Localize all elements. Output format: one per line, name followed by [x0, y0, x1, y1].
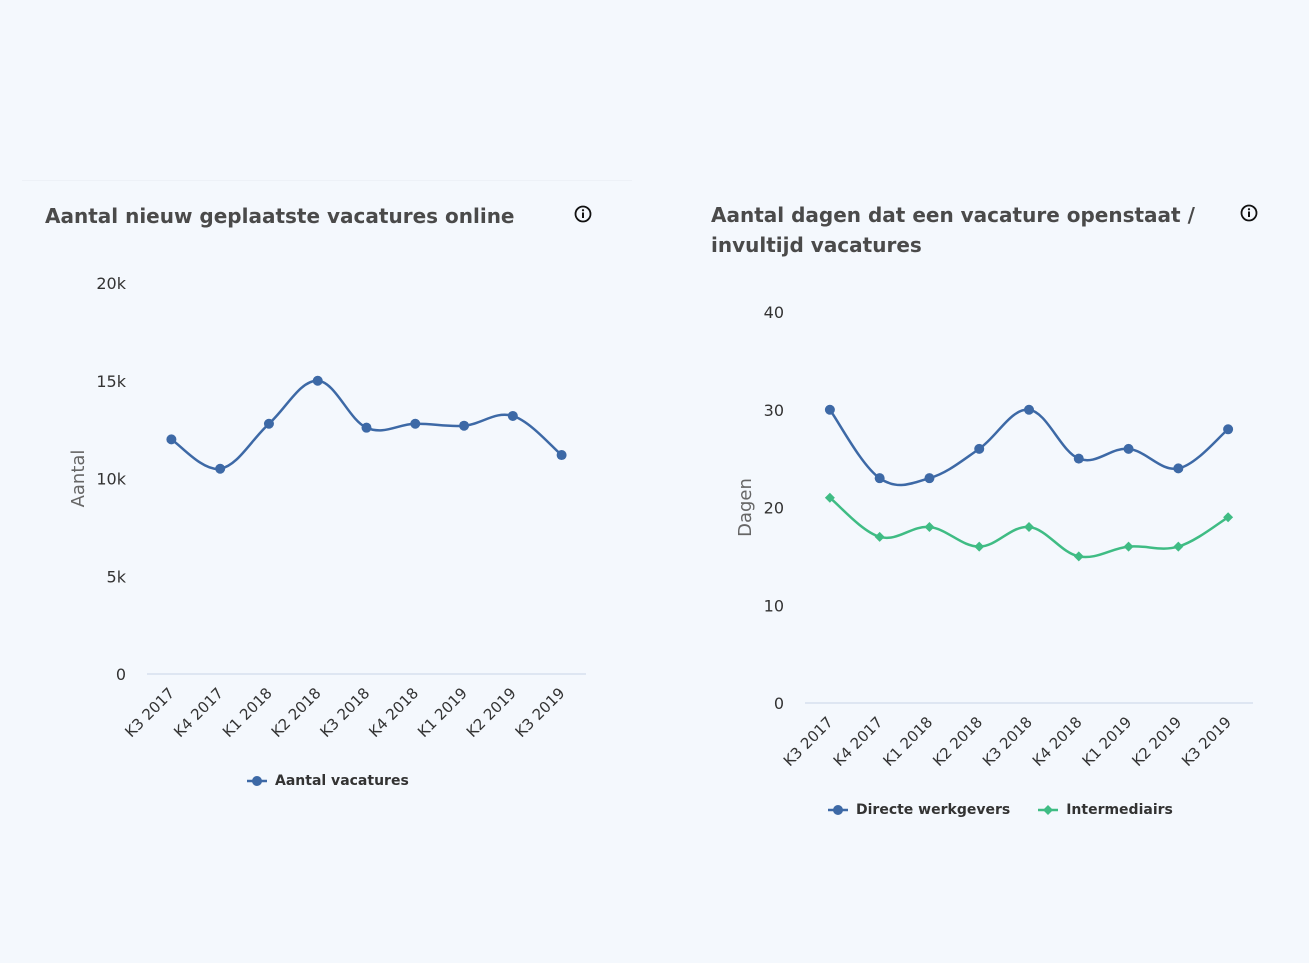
x-tick-label: K3 2018: [979, 713, 1036, 770]
data-point[interactable]: [459, 420, 470, 431]
x-tick-label: K1 2018: [879, 713, 936, 770]
x-tick-label: K1 2019: [1079, 713, 1136, 770]
data-point[interactable]: [215, 463, 226, 474]
y-axis-label: Aantal: [68, 450, 89, 508]
x-tick-label: K4 2018: [1029, 713, 1086, 770]
data-point[interactable]: [361, 422, 372, 433]
y-tick-label: 15k: [96, 372, 126, 391]
data-point[interactable]: [824, 492, 835, 503]
chart-panel-vacatures: Aantal nieuw geplaatste vacatures online…: [22, 180, 632, 881]
data-point[interactable]: [924, 522, 935, 533]
legend-marker: [247, 776, 267, 786]
x-tick-label: K1 2018: [219, 684, 276, 741]
chart-legend: Directe werkgevers Intermediairs: [828, 802, 1173, 818]
x-tick-label: K2 2019: [1128, 713, 1185, 770]
data-point[interactable]: [1123, 443, 1134, 454]
data-point[interactable]: [312, 375, 323, 386]
x-tick-label: K4 2018: [365, 684, 422, 741]
data-point[interactable]: [1073, 453, 1084, 464]
legend-label: Directe werkgevers: [856, 802, 1011, 818]
data-point[interactable]: [410, 418, 421, 429]
legend-marker: [828, 805, 848, 815]
data-point[interactable]: [1123, 541, 1134, 552]
y-tick-label: 20: [764, 499, 784, 518]
chart-panel-dagen: Aantal dagen dat een vacature openstaat …: [688, 180, 1298, 880]
x-tick-label: K4 2017: [170, 684, 227, 741]
chart-title: Aantal nieuw geplaatste vacatures online: [45, 204, 515, 228]
chart-title: Aantal dagen dat een vacature openstaat …: [711, 203, 1195, 257]
legend-label: Intermediairs: [1066, 802, 1173, 818]
data-point[interactable]: [1024, 522, 1034, 533]
chart-legend: Aantal vacatures: [247, 773, 409, 789]
y-tick-label: 30: [764, 401, 784, 420]
y-tick-label: 0: [774, 694, 784, 713]
data-point[interactable]: [824, 404, 835, 415]
y-tick-label: 20k: [96, 274, 126, 293]
y-tick-label: 10k: [96, 470, 126, 489]
legend-item-blue[interactable]: Directe werkgevers: [828, 802, 1010, 818]
data-point[interactable]: [1073, 551, 1084, 562]
x-tick-label: K3 2019: [512, 684, 569, 741]
info-icon[interactable]: [1240, 204, 1258, 222]
data-point[interactable]: [974, 541, 985, 552]
x-tick-label: K3 2017: [121, 684, 178, 741]
legend-item-green[interactable]: Intermediairs: [1038, 802, 1173, 818]
data-point[interactable]: [874, 531, 885, 542]
y-tick-label: 0: [116, 665, 126, 684]
data-point[interactable]: [1223, 512, 1234, 523]
y-tick-label: 5k: [107, 567, 127, 586]
data-point[interactable]: [1223, 424, 1234, 435]
x-tick-label: K2 2019: [463, 684, 520, 741]
data-point[interactable]: [507, 410, 518, 421]
data-point[interactable]: [263, 418, 274, 429]
x-tick-label: K3 2019: [1178, 713, 1235, 770]
legend-item-blue[interactable]: Aantal vacatures: [247, 773, 409, 789]
legend-label: Aantal vacatures: [275, 773, 409, 789]
y-tick-label: 10: [764, 596, 784, 615]
data-point[interactable]: [1173, 463, 1184, 474]
data-point[interactable]: [874, 473, 885, 484]
data-point[interactable]: [1173, 541, 1184, 552]
data-point[interactable]: [556, 450, 567, 461]
x-tick-label: K3 2017: [780, 713, 837, 770]
x-tick-label: K4 2017: [830, 713, 887, 770]
data-point[interactable]: [166, 434, 177, 445]
x-tick-label: K2 2018: [268, 684, 325, 741]
info-icon[interactable]: [574, 205, 592, 223]
data-point[interactable]: [974, 443, 985, 454]
legend-marker: [1038, 805, 1059, 815]
x-tick-label: K3 2018: [317, 684, 374, 741]
data-point[interactable]: [924, 473, 935, 484]
series-line-blue: [828, 408, 1229, 487]
x-tick-label: K2 2018: [929, 713, 986, 770]
x-tick-label: K1 2019: [414, 684, 471, 741]
y-tick-label: 40: [764, 303, 784, 322]
data-point[interactable]: [1024, 404, 1034, 415]
y-axis-label: Dagen: [735, 478, 756, 537]
